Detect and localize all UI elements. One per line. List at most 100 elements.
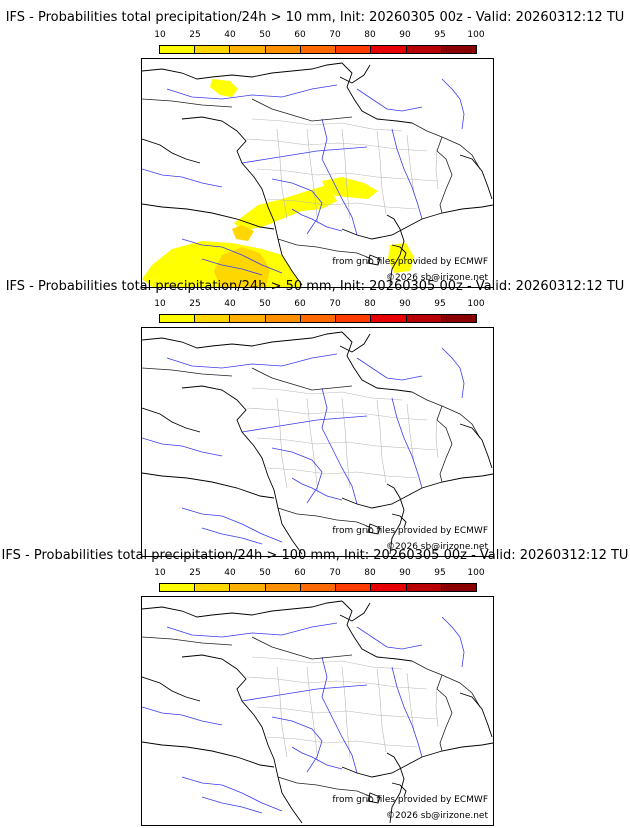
coastline [142, 741, 275, 768]
colorbar-tick-label: 10 [154, 299, 166, 309]
colorbar [159, 314, 477, 323]
river-line [241, 146, 368, 164]
admin-boundary-line [266, 736, 418, 748]
coastline [341, 473, 493, 509]
river-line [201, 258, 263, 276]
colorbar-segment [230, 584, 266, 591]
coastline [339, 602, 371, 622]
admin-boundary-line [276, 128, 288, 220]
colorbar-segment [300, 46, 337, 53]
colorbar-segment [195, 584, 231, 591]
colorbar-segment [160, 46, 196, 53]
colorbar-segment [371, 315, 407, 322]
colorbar-segment [265, 584, 301, 591]
coastline [142, 331, 343, 349]
colorbar-tick-label: 80 [364, 299, 376, 309]
coastline [391, 782, 407, 798]
coastline [341, 331, 413, 393]
admin-boundary-line [435, 148, 439, 190]
source-note: from grib files provided by ECMWF [332, 257, 488, 267]
admin-boundary-line [435, 686, 439, 728]
admin-boundary-line [341, 666, 351, 758]
colorbar-tick-label: 70 [329, 568, 341, 578]
country-border-line [436, 405, 453, 483]
colorbar-tick-label: 95 [434, 568, 446, 578]
river-line [356, 357, 423, 381]
colorbar-segment [441, 584, 476, 591]
map-svg [142, 62, 493, 287]
admin-boundary-line [306, 666, 319, 763]
colorbar-segment [265, 315, 301, 322]
river-line [181, 238, 283, 274]
admin-boundary-line [266, 198, 418, 210]
colorbar-segment [441, 46, 476, 53]
admin-boundary-line [251, 387, 403, 401]
forecast-panel-50mm: IFS - Probabilities total precipitation/… [0, 279, 630, 557]
river-line [391, 397, 423, 489]
colorbar-tick-label: 10 [154, 30, 166, 40]
map-area: from grib files provided by ECMWF ©2026 … [141, 58, 494, 288]
country-border-line [436, 674, 453, 752]
colorbar-ticks: 10 25 40 50 60 70 80 90 95 100 [154, 299, 484, 309]
country-border-line [142, 98, 233, 108]
admin-boundary-line [376, 668, 387, 753]
country-border-line [142, 636, 233, 646]
river-line [166, 353, 338, 369]
panel-title: IFS - Probabilities total precipitation/… [5, 10, 625, 25]
river-line [291, 746, 343, 770]
river-line [321, 118, 358, 236]
coastline [341, 600, 413, 662]
river-line [321, 387, 358, 505]
coastline [341, 742, 493, 778]
colorbar-ticks: 10 25 40 50 60 70 80 90 95 100 [154, 568, 484, 578]
coastline [142, 62, 343, 80]
colorbar-tick-label: 25 [189, 30, 201, 40]
admin-boundary-line [306, 397, 319, 494]
colorbar-ticks: 10 25 40 50 60 70 80 90 95 100 [154, 30, 484, 40]
river-line [391, 128, 423, 220]
coastline [367, 254, 381, 266]
colorbar-segment [300, 315, 337, 322]
river-line [441, 78, 465, 130]
coastline [459, 423, 493, 469]
precip-probability-area [232, 225, 254, 241]
admin-boundary-line [276, 397, 288, 489]
colorbar-tick-label: 100 [467, 568, 485, 578]
coastline [339, 333, 371, 353]
coastline [142, 472, 275, 499]
colorbar-segment [336, 315, 372, 322]
admin-boundary-line [266, 467, 418, 479]
forecast-panel-10mm: IFS - Probabilities total precipitation/… [0, 10, 630, 288]
admin-boundary-line [276, 666, 288, 758]
coastline [367, 523, 381, 535]
colorbar-segment [265, 46, 301, 53]
coastline [391, 244, 407, 260]
river-line [356, 88, 423, 112]
river-line [356, 626, 423, 650]
coastline [386, 752, 405, 824]
colorbar-segment [336, 584, 372, 591]
coastline [391, 513, 407, 529]
country-border-line [142, 367, 233, 377]
precip-probability-area [322, 177, 378, 199]
precip-probability-area [214, 247, 270, 287]
admin-boundary-line [406, 403, 415, 464]
map-svg [142, 600, 493, 824]
colorbar-tick-label: 95 [434, 30, 446, 40]
country-border-line [411, 660, 481, 708]
river-line [441, 347, 465, 399]
country-border-line [251, 636, 353, 660]
colorbar-tick-label: 60 [294, 568, 306, 578]
country-border-line [411, 122, 481, 170]
map-area: from grib files provided by ECMWF ©2026 … [141, 327, 494, 557]
colorbar-tick-label: 40 [224, 30, 236, 40]
precip-probability-area [210, 79, 238, 97]
colorbar-tick-label: 90 [399, 30, 411, 40]
colorbar-tick-label: 25 [189, 299, 201, 309]
colorbar-tick-label: 60 [294, 30, 306, 40]
river-line [271, 178, 323, 235]
source-note: from grib files provided by ECMWF [332, 795, 488, 805]
admin-boundary-line [256, 168, 438, 182]
colorbar-segment [160, 315, 196, 322]
country-border-line [277, 507, 373, 529]
